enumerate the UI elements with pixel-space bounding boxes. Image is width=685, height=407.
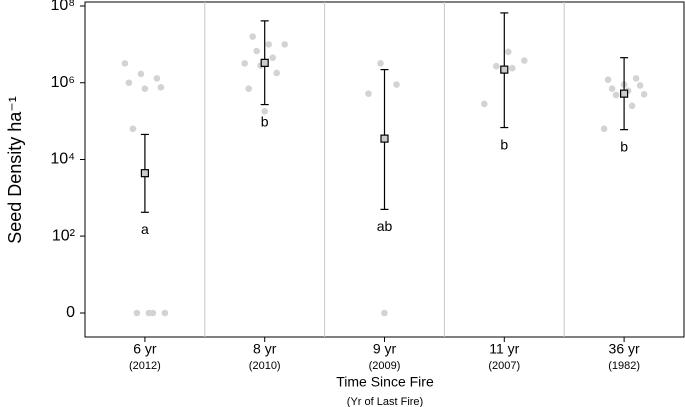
- x-tick-sublabel: (2009): [369, 360, 401, 372]
- data-point: [133, 309, 141, 317]
- data-point: [365, 90, 372, 97]
- data-point: [381, 309, 388, 317]
- y-tick-label: 10⁴: [50, 151, 75, 168]
- data-point: [137, 70, 145, 78]
- data-point: [153, 75, 161, 82]
- data-point: [481, 100, 488, 108]
- data-point: [157, 84, 165, 91]
- data-point: [269, 54, 277, 61]
- data-point: [265, 41, 273, 48]
- data-point: [600, 125, 608, 133]
- mean-marker: [260, 58, 269, 67]
- x-tick-label: 11 yr: [489, 341, 519, 357]
- x-tick-label: 36 yr: [609, 341, 640, 357]
- x-tick-sublabel: (1982): [608, 360, 640, 372]
- mean-marker: [140, 169, 149, 178]
- data-point: [261, 108, 269, 115]
- y-axis-title: Seed Density ha⁻¹: [5, 96, 25, 244]
- x-tick-sublabel: (2010): [249, 360, 281, 372]
- significance-letter: b: [500, 136, 508, 152]
- data-point: [253, 47, 260, 55]
- data-point: [141, 85, 149, 92]
- y-tick-label: 10⁶: [51, 74, 75, 91]
- data-point: [149, 309, 157, 317]
- data-point: [241, 60, 248, 67]
- x-tick-sublabel: (2012): [129, 360, 161, 372]
- data-point: [636, 82, 644, 89]
- significance-letter: ab: [377, 218, 393, 234]
- x-axis-subtitle: (Yr of Last Fire): [347, 396, 423, 407]
- data-point: [121, 60, 129, 67]
- data-point: [245, 85, 252, 92]
- data-point: [493, 62, 500, 70]
- data-point: [521, 57, 528, 64]
- x-tick-label: 6 yr: [133, 341, 157, 357]
- data-point: [640, 91, 648, 98]
- data-point: [161, 309, 169, 317]
- data-point: [125, 79, 133, 87]
- data-point: [632, 75, 640, 82]
- significance-letter: b: [620, 138, 628, 154]
- data-point: [608, 85, 616, 92]
- y-tick-label: 10²: [52, 227, 76, 244]
- mean-marker: [500, 65, 509, 74]
- data-point: [377, 60, 384, 67]
- data-point: [129, 125, 137, 133]
- mean-marker: [619, 89, 629, 98]
- data-point: [249, 33, 256, 40]
- x-axis-title: Time Since Fire: [336, 374, 434, 390]
- data-point: [628, 102, 636, 110]
- data-point: [509, 64, 516, 72]
- x-tick-label: 9 yr: [373, 341, 397, 357]
- data-point: [273, 69, 281, 77]
- data-point: [281, 41, 289, 48]
- data-point: [505, 48, 512, 56]
- significance-letter: b: [261, 113, 269, 129]
- y-tick-label: 10⁸: [50, 0, 75, 14]
- data-point: [393, 81, 400, 88]
- y-tick-label: 0: [66, 304, 75, 321]
- significance-letter: a: [141, 221, 149, 237]
- data-point: [604, 76, 612, 84]
- x-tick-label: 8 yr: [253, 341, 277, 357]
- mean-marker: [380, 134, 389, 143]
- x-tick-sublabel: (2007): [488, 360, 520, 372]
- data-point: [612, 91, 620, 99]
